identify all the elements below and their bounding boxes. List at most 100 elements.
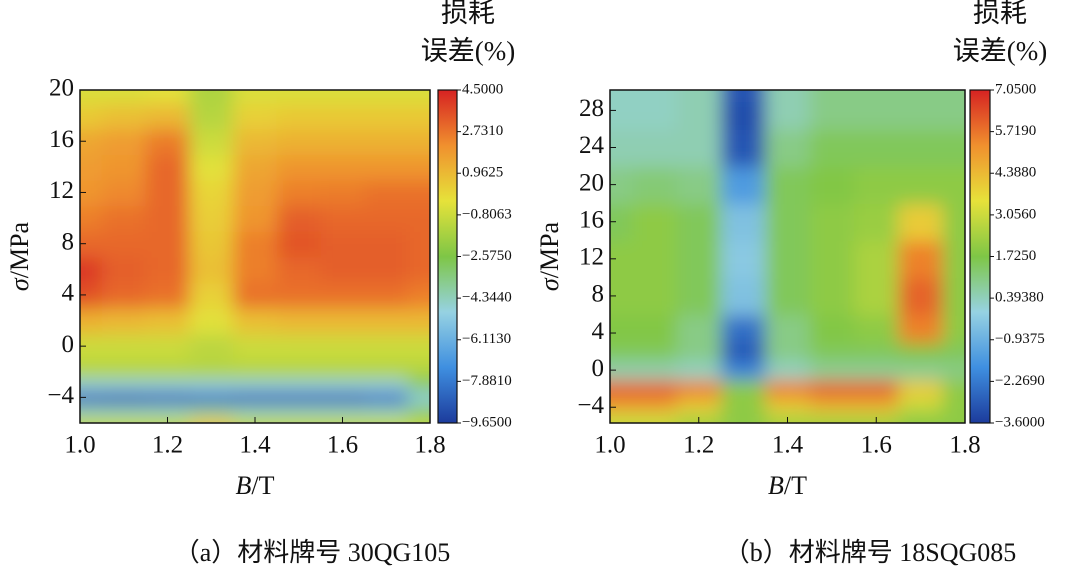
contour-cell [765,203,811,242]
contour-cell [942,277,965,316]
contour-cell [765,166,811,205]
contour-cell [189,365,235,380]
colorbar-tick-label: 7.0500 [995,81,1036,97]
colorbar-tick-label: 3.0560 [995,206,1036,222]
contour-cell [276,256,322,284]
contour-cell [276,282,322,309]
contour-cell [320,365,366,380]
contour-cell [320,333,366,354]
contour-cell [809,166,856,205]
contour-cell [320,390,366,405]
contour-cell [720,411,767,423]
contour-cell [101,416,147,423]
contour-cell [189,256,235,284]
contour-cell [145,403,191,418]
y-tick-label: 16 [49,126,74,153]
contour-cell [898,203,944,242]
contour-cell [854,101,900,130]
contour-cell [80,282,103,309]
contour-cell [364,378,410,392]
contour-cell [189,333,235,354]
contour-cell [720,379,767,399]
contour-cell [408,333,430,354]
contour-cell [632,379,678,399]
contour-cell [610,411,634,423]
contour-cell [320,179,366,207]
contour-cell [276,416,322,423]
contour-cell [233,282,278,309]
contour-cell [145,365,191,380]
contour-cell [676,240,722,279]
y-tick-label: 0 [592,355,605,382]
contour-cell [320,128,366,156]
x-axis-var: B [236,471,252,500]
contour-cell [720,342,767,362]
contour-cell [408,256,430,284]
contour-cell [632,203,678,242]
contour-cell [720,360,767,381]
contour-cell [364,307,410,335]
contour-cell [80,154,103,181]
y-tick-label: −4 [47,382,74,409]
contour-cell [854,203,900,242]
contour-cell [632,128,678,168]
x-tick-label: 1.0 [594,432,625,459]
colorbar-tick-label: −4.3440 [462,290,512,306]
contour-cell [189,230,235,258]
contour-cell [101,154,147,181]
contour-cell [632,397,678,413]
contour-cell [276,365,322,380]
contour-cell [765,101,811,130]
contour-cell [676,166,722,205]
y-tick-label: 28 [579,95,604,122]
contour-cell [189,352,235,367]
contour-cell [101,378,147,392]
contour-cell [942,90,965,103]
contour-cell [610,101,634,130]
contour-cell [408,128,430,156]
contour-cell [233,256,278,284]
contour-cell [101,179,147,207]
colorbar-tick-label: −9.6500 [462,414,512,430]
contour-cell [80,205,103,232]
contour-cell [898,360,944,381]
contour-cell [276,154,322,181]
contour-cell [189,128,235,156]
y-tick-label: 24 [579,132,605,159]
contour-cell [101,333,147,354]
contour-cell [898,379,944,399]
contour-cell [809,411,856,423]
colorbar-tick-label: −6.1130 [462,331,511,347]
y-axis-label: σ/MPa [5,221,34,291]
contour-cell [632,90,678,103]
contour-cell [276,90,322,104]
x-tick-label: 1.0 [64,432,95,459]
contour-cell [676,203,722,242]
contour-cell [898,240,944,279]
x-tick-label: 1.4 [239,432,271,459]
contour-cell [276,230,322,258]
colorbar-tick-label: −2.5750 [462,248,512,264]
contour-cell [610,203,634,242]
x-axis-var: B [768,471,784,500]
x-tick-label: 1.8 [414,432,445,459]
contour-cell [364,102,410,130]
y-tick-label: 8 [592,281,605,308]
contour-cell [610,277,634,316]
contour-cell [676,360,722,381]
y-tick-label: 12 [49,177,74,204]
contour-cell [854,277,900,316]
colorbar [969,89,991,424]
contour-cell [145,205,191,232]
contour-cell [145,230,191,258]
contour-cell [364,256,410,284]
contour-cell [276,128,322,156]
contour-cell [276,179,322,207]
contour-cell [632,166,678,205]
plot-area [80,90,430,423]
contour-cell [145,128,191,156]
contour-cell [233,403,278,418]
contour-cell [320,307,366,335]
contour-cell [720,128,767,168]
